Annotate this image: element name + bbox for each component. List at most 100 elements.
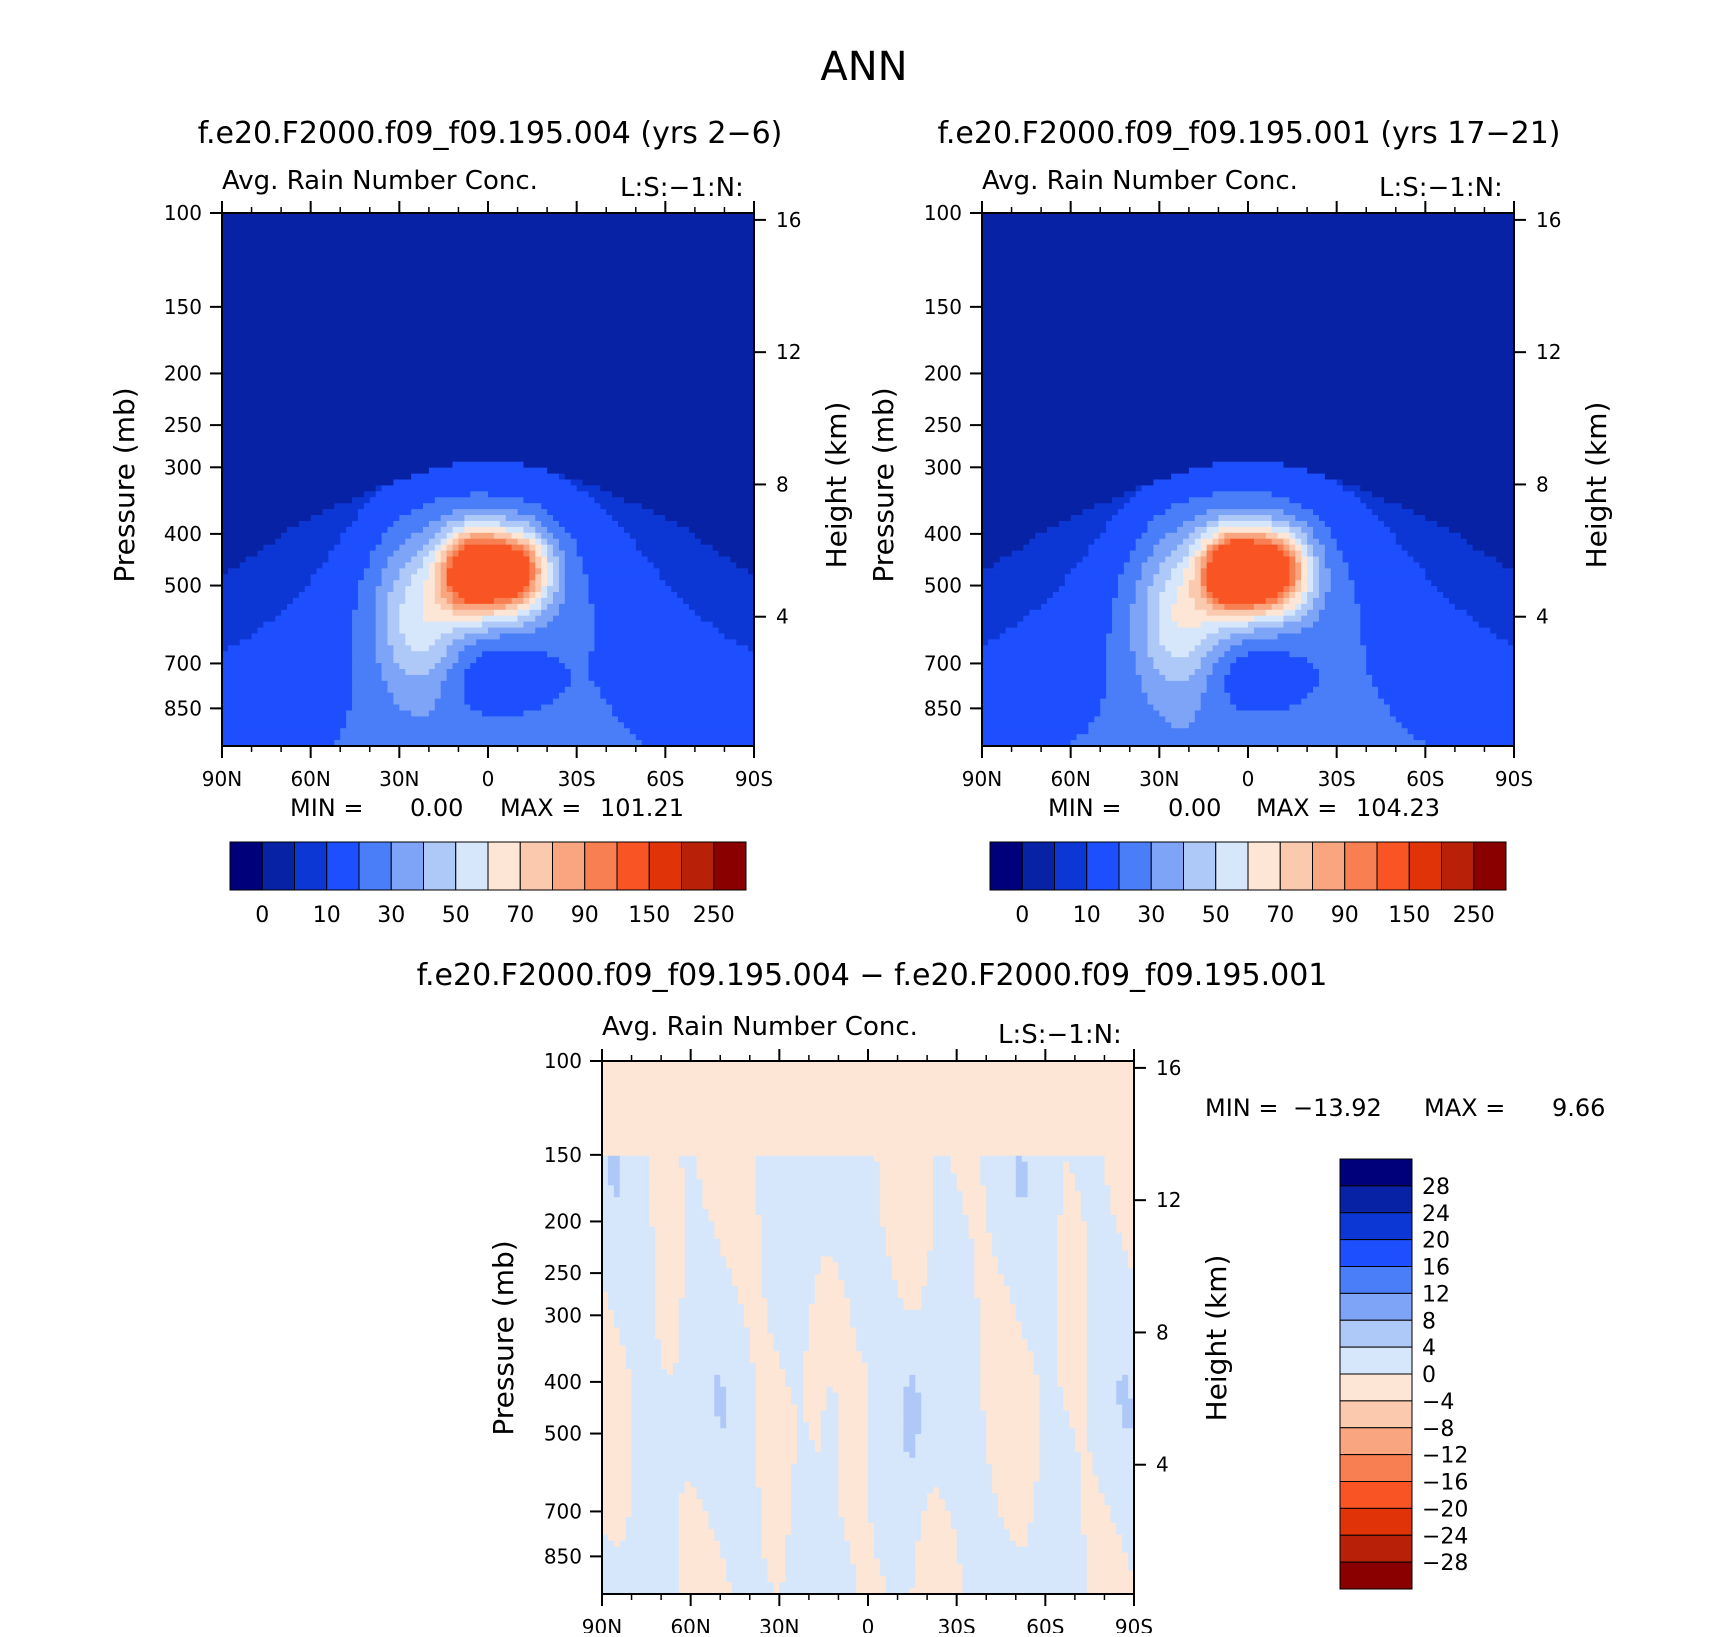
contour-cell (1307, 609, 1320, 617)
contour-cell (1141, 574, 1155, 581)
contour-cell (873, 1528, 922, 1536)
contour-cell (446, 674, 465, 682)
contour-cell (1324, 473, 1515, 481)
contour-cell (1086, 1315, 1135, 1323)
contour-cell (1058, 586, 1119, 593)
contour-cell (375, 586, 395, 593)
contour-cell (1057, 1374, 1088, 1382)
contour-cell (1188, 550, 1196, 558)
contour-cell (602, 1410, 633, 1417)
contour-cell (1182, 580, 1190, 587)
contour-cell (1277, 544, 1285, 552)
contour-cell (933, 1203, 964, 1210)
min-label: MIN = (290, 794, 363, 822)
contour-cell (602, 1214, 650, 1222)
contour-cell (602, 1149, 1135, 1157)
contour-cell (1106, 669, 1137, 676)
contour-cell (761, 1244, 887, 1252)
contour-cell (375, 597, 389, 605)
contour-cell (1212, 461, 1285, 469)
contour-cell (982, 568, 1072, 575)
contour-cell (1253, 538, 1273, 546)
contour-cell (1147, 586, 1166, 593)
contour-cell (346, 526, 389, 534)
contour-cell (352, 497, 371, 504)
contour-cell (779, 1363, 804, 1370)
contour-cell (998, 1268, 1058, 1275)
contour-cell (464, 544, 513, 552)
contour-cell (1224, 674, 1320, 682)
contour-cell (921, 1416, 987, 1423)
contour-cell (222, 266, 755, 273)
contour-cell (1230, 698, 1302, 706)
contour-cell (1135, 586, 1149, 593)
colorbar: 0 10 30 50 70 90 150 250 (989, 841, 1507, 928)
contour-cell (1129, 639, 1149, 646)
contour-cell (222, 740, 335, 747)
contour-cell (749, 1357, 780, 1364)
contour-cell (535, 515, 554, 522)
contour-cell (1041, 603, 1113, 611)
contour-cell (1200, 532, 1214, 540)
contour-cell (1454, 603, 1515, 611)
contour-cell (1088, 722, 1172, 729)
contour-cell (602, 1209, 650, 1216)
x-tick-label: 0 (482, 767, 495, 791)
contour-cell (684, 1226, 715, 1234)
contour-cell (1206, 550, 1214, 558)
contour-cell (541, 592, 548, 599)
contour-cell (748, 645, 755, 652)
x-tick-label: 30S (938, 1615, 976, 1633)
contour-cell (982, 728, 1089, 735)
x-tick-label: 90N (962, 767, 1002, 791)
contour-cell (982, 455, 1515, 463)
contour-cell (631, 1505, 680, 1512)
contour-cell (1076, 562, 1125, 569)
contour-cell (541, 562, 548, 569)
contour-cell (287, 526, 347, 534)
contour-cell (281, 532, 341, 540)
contour-cell (684, 1291, 739, 1299)
contour-cell (684, 1167, 698, 1175)
contour-cell (602, 1096, 1135, 1104)
contour-cell (838, 1445, 869, 1453)
contour-cell (553, 615, 595, 623)
contour-cell (938, 1487, 993, 1494)
contour-cell (1086, 1558, 1129, 1565)
contour-cell (607, 1173, 621, 1181)
contour-cell (607, 1167, 621, 1175)
contour-cell (755, 1416, 798, 1423)
contour-cell (678, 1297, 739, 1305)
contour-cell (352, 609, 377, 617)
colorbar-swatch (1339, 1266, 1413, 1294)
contour-cell (879, 1197, 934, 1204)
contour-cell (761, 1268, 822, 1275)
contour-cell (1027, 1191, 1064, 1198)
contour-cell (982, 503, 1095, 510)
contour-cell (602, 1386, 633, 1394)
contour-cell (1015, 1167, 1029, 1175)
contour-cell (1194, 556, 1202, 564)
contour-cell (1153, 479, 1338, 487)
contour-cell (1128, 1552, 1135, 1560)
contour-cell (802, 1410, 822, 1417)
contour-cell (808, 1303, 851, 1311)
contour-cell (1413, 734, 1515, 741)
contour-cell (755, 1463, 792, 1471)
y-tick-label: 150 (164, 295, 202, 319)
contour-cell (1039, 1469, 1082, 1477)
contour-cell (1017, 621, 1113, 629)
contour-cell (868, 1457, 987, 1465)
contour-cell (458, 532, 471, 540)
contour-cell (761, 1511, 792, 1518)
contour-cell (672, 1363, 757, 1370)
contour-cell (761, 1220, 881, 1228)
contour-cell (1194, 515, 1220, 522)
contour-cell (982, 461, 1214, 469)
contour-cell (222, 716, 347, 723)
contour-cell (482, 615, 519, 623)
contour-cell (736, 639, 755, 646)
contour-cell (838, 1410, 869, 1417)
contour-cell (322, 562, 371, 569)
